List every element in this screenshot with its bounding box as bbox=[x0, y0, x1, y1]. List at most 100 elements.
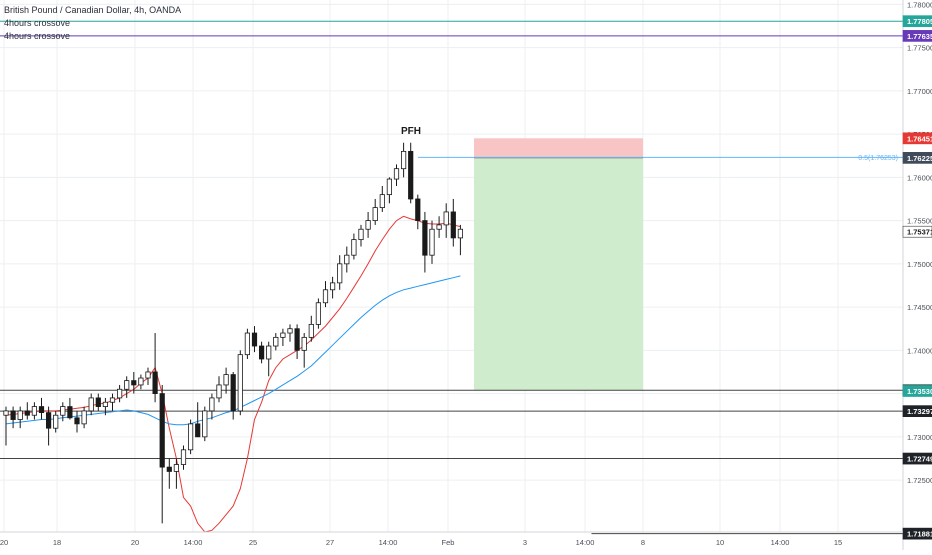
stop-loss-zone bbox=[474, 138, 643, 158]
candle-body bbox=[251, 332, 258, 347]
candle-body bbox=[415, 198, 421, 221]
candle bbox=[308, 315, 314, 342]
candle bbox=[450, 198, 456, 247]
candle bbox=[60, 402, 66, 422]
indicator-label-2[interactable]: 4hours crossove bbox=[4, 31, 71, 41]
price-badge-label: 1.76451 bbox=[907, 134, 932, 143]
candle bbox=[351, 233, 357, 260]
time-tick-label: Feb bbox=[442, 538, 455, 547]
candle-body bbox=[67, 406, 73, 419]
candle-body bbox=[195, 423, 201, 438]
candle-body bbox=[273, 336, 279, 347]
price-badge-label: 1.76225 bbox=[907, 154, 932, 163]
candle-body bbox=[393, 168, 400, 180]
pfh-label: PFH bbox=[401, 126, 421, 137]
time-tick-label: 15 bbox=[834, 538, 842, 547]
candle bbox=[166, 458, 172, 489]
candle-body bbox=[202, 410, 208, 438]
time-tick-label: 10 bbox=[716, 538, 724, 547]
fib-label: 0.5(1.76253) bbox=[858, 155, 898, 162]
price-tick-label: 1.78000 bbox=[907, 0, 932, 9]
candle bbox=[237, 350, 243, 416]
horizontal-lines bbox=[0, 20, 903, 535]
candle-body bbox=[400, 150, 407, 170]
candle bbox=[379, 185, 385, 212]
candle-body bbox=[450, 211, 456, 239]
candle bbox=[436, 216, 442, 238]
ema-fast-line bbox=[5, 215, 461, 533]
candle bbox=[251, 326, 258, 353]
candle bbox=[195, 402, 201, 438]
candle-body bbox=[337, 263, 343, 284]
candle bbox=[393, 164, 400, 186]
price-badge-label: 1.73530 bbox=[907, 387, 932, 396]
candle bbox=[81, 406, 87, 429]
candle bbox=[138, 374, 144, 390]
time-tick-label: 20 bbox=[0, 538, 8, 547]
price-badge bbox=[902, 527, 932, 540]
price-badge bbox=[902, 132, 932, 145]
take-profit-zone bbox=[474, 157, 643, 391]
candle-body bbox=[408, 150, 414, 200]
position-layer bbox=[474, 138, 643, 391]
candle bbox=[124, 376, 130, 398]
time-tick-label: 18 bbox=[53, 538, 61, 547]
candle bbox=[329, 276, 336, 299]
price-tick-label: 1.76000 bbox=[907, 173, 932, 182]
candle-body bbox=[244, 332, 250, 356]
price-badge bbox=[902, 405, 932, 418]
time-tick-label: 20 bbox=[131, 538, 139, 547]
candle bbox=[24, 402, 30, 420]
price-tick-label: 1.75500 bbox=[907, 217, 932, 226]
time-tick-label: 27 bbox=[326, 538, 334, 547]
price-badge bbox=[902, 225, 932, 238]
candle-body bbox=[159, 393, 165, 468]
candle bbox=[280, 328, 286, 347]
candle bbox=[273, 333, 279, 351]
candle bbox=[131, 371, 137, 394]
candle bbox=[159, 384, 165, 524]
candle-body bbox=[145, 371, 151, 379]
price-tick-label: 1.72500 bbox=[907, 476, 932, 485]
candle-body bbox=[109, 397, 116, 403]
candle-body bbox=[280, 332, 286, 338]
candle-body bbox=[95, 397, 101, 407]
candle bbox=[3, 406, 9, 446]
candle bbox=[344, 246, 350, 273]
candle bbox=[258, 341, 265, 364]
candle-body bbox=[322, 289, 329, 304]
candle bbox=[365, 211, 371, 238]
candle bbox=[415, 194, 421, 230]
price-badge-label: 1.75371 bbox=[907, 228, 932, 237]
candle-body bbox=[315, 302, 322, 325]
candle-body bbox=[294, 328, 300, 351]
candle bbox=[294, 324, 300, 359]
candle bbox=[337, 255, 343, 290]
price-badge bbox=[902, 385, 932, 397]
candle-body bbox=[17, 410, 23, 420]
indicator-label-1[interactable]: 4hours crossove bbox=[4, 18, 71, 28]
candle bbox=[173, 458, 179, 489]
price-badge-label: 1.71881 bbox=[907, 530, 932, 539]
candle-body bbox=[308, 323, 314, 338]
price-badge bbox=[902, 15, 932, 28]
price-badge bbox=[902, 30, 932, 42]
candle bbox=[287, 324, 293, 342]
candle bbox=[358, 224, 364, 247]
candle-body bbox=[266, 345, 272, 360]
candle bbox=[109, 393, 116, 411]
candle-body bbox=[372, 207, 378, 221]
candle bbox=[67, 397, 73, 420]
candle-body bbox=[131, 380, 137, 386]
price-tick-label: 1.74000 bbox=[907, 346, 932, 355]
candle-body bbox=[3, 410, 9, 416]
symbol-title: British Pound / Canadian Dollar, 4h, OAN… bbox=[4, 5, 182, 15]
candle bbox=[17, 406, 23, 429]
candle-body bbox=[173, 464, 179, 472]
time-tick-label: 3 bbox=[523, 538, 527, 547]
candle-body bbox=[10, 410, 16, 420]
candle bbox=[95, 393, 101, 411]
candle-body bbox=[344, 254, 350, 265]
